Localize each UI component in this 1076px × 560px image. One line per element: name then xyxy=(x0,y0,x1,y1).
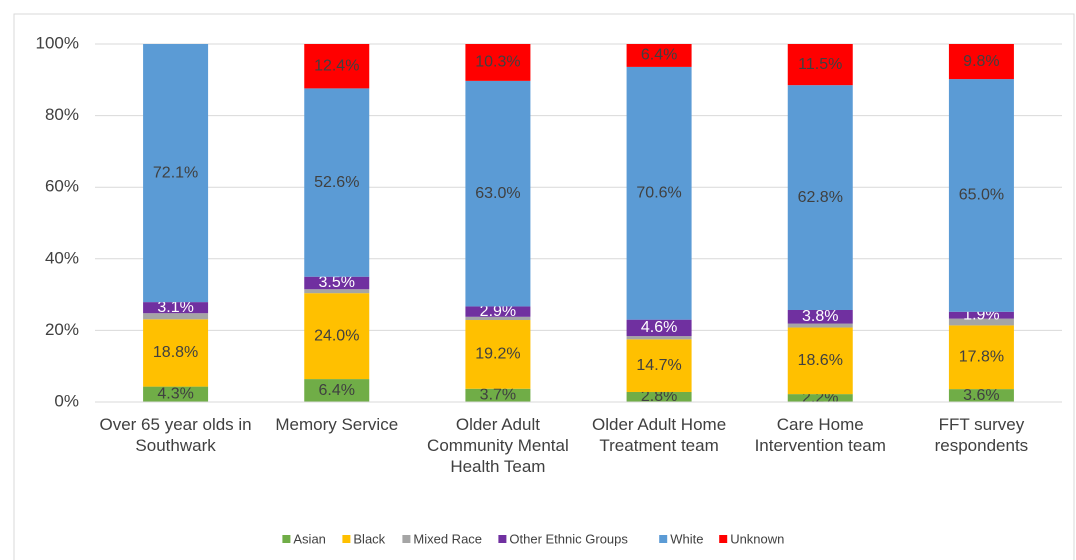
data-label: 3.6% xyxy=(963,387,999,404)
legend-swatch xyxy=(342,535,351,543)
data-label: 18.6% xyxy=(798,352,843,369)
bar-segment xyxy=(143,302,209,314)
bar-segment xyxy=(948,44,1014,80)
y-tick-label: 20% xyxy=(45,320,79,339)
bar-segment xyxy=(465,80,531,307)
data-label: 6.4% xyxy=(641,47,677,64)
bar-segment xyxy=(787,85,853,310)
data-label: 19.2% xyxy=(475,346,520,363)
data-label: 18.8% xyxy=(153,344,198,361)
legend-swatch xyxy=(282,535,291,543)
bar-segment xyxy=(465,316,531,321)
x-tick-label: FFT survey respondents xyxy=(934,415,1029,455)
bar-segment xyxy=(304,276,370,290)
data-label: 24.0% xyxy=(314,327,359,344)
data-label: 4.6% xyxy=(641,319,677,336)
bar-segment xyxy=(304,88,370,277)
data-label: 52.6% xyxy=(314,174,359,191)
bar-segment xyxy=(787,323,853,328)
bar-segment xyxy=(626,391,692,402)
legend-swatch xyxy=(402,535,411,543)
x-tick-label: Care Home Intervention team xyxy=(754,415,886,455)
legend-label: Black xyxy=(353,531,385,546)
x-tick-label: Older Adult Home Treatment team xyxy=(591,415,727,455)
bar-segment xyxy=(465,388,531,402)
data-label: 9.8% xyxy=(963,53,999,70)
bar-segment xyxy=(143,319,209,387)
x-tick-label: Older Adult Community Mental Health Team xyxy=(427,415,569,476)
bar-segment xyxy=(465,44,531,81)
chart-border xyxy=(13,13,1075,560)
bar-segment xyxy=(787,327,853,395)
legend-label: Asian xyxy=(293,531,326,546)
x-tick-label: Over 65 year olds in Southwark xyxy=(99,415,252,455)
data-label: 70.6% xyxy=(636,185,681,202)
data-label: 72.1% xyxy=(153,164,198,181)
bar-segment xyxy=(626,339,692,392)
bar-segment xyxy=(304,379,370,402)
legend-label: White xyxy=(670,531,703,546)
bar-segment xyxy=(143,44,209,303)
data-label: 11.5% xyxy=(798,56,842,73)
legend-label: Unknown xyxy=(730,531,784,546)
bar-segment xyxy=(626,336,692,340)
y-tick-label: 80% xyxy=(45,105,79,124)
y-tick-label: 0% xyxy=(54,391,79,410)
y-tick-label: 100% xyxy=(36,33,79,52)
data-label: 2.8% xyxy=(641,388,677,405)
data-label: 3.1% xyxy=(157,299,193,316)
bar-segment xyxy=(626,319,692,337)
data-label: 6.4% xyxy=(319,382,355,399)
legend-label: Other Ethnic Groups xyxy=(509,531,628,546)
bar-segment xyxy=(787,44,853,86)
bar-segment xyxy=(787,309,853,324)
bar-segment xyxy=(304,293,370,380)
data-label: 17.8% xyxy=(959,348,1004,365)
data-label: 65.0% xyxy=(959,187,1004,204)
data-label: 12.4% xyxy=(314,57,359,74)
data-label: 3.7% xyxy=(480,387,516,404)
bar-segment xyxy=(948,79,1014,312)
bar-segment xyxy=(143,313,209,320)
bar-segment xyxy=(626,44,692,67)
bar-segment xyxy=(948,325,1014,390)
bar-segment xyxy=(465,320,531,389)
y-tick-label: 40% xyxy=(45,248,79,267)
bar-segment xyxy=(948,311,1014,319)
bar-segment xyxy=(465,306,531,317)
data-label: 4.3% xyxy=(157,386,193,403)
y-tick-label: 60% xyxy=(45,177,79,196)
legend-swatch xyxy=(719,535,728,543)
data-label: 63.0% xyxy=(475,185,520,202)
bar-segment xyxy=(626,66,692,320)
legend-label: Mixed Race xyxy=(413,531,482,546)
legend-swatch xyxy=(498,535,507,543)
bar-segment xyxy=(304,44,370,89)
data-label: 3.8% xyxy=(802,308,838,325)
data-label: 3.5% xyxy=(319,274,355,291)
x-tick-label: Memory Service xyxy=(275,415,399,434)
bar-segment xyxy=(787,394,853,402)
legend-swatch xyxy=(659,535,668,543)
data-label: 62.8% xyxy=(798,189,843,206)
data-label: 10.3% xyxy=(475,54,520,71)
bar-segment xyxy=(143,386,209,402)
bar-segment xyxy=(948,389,1014,402)
bar-segment xyxy=(948,318,1014,326)
bar-segment xyxy=(304,289,370,294)
data-label: 2.9% xyxy=(480,303,516,320)
data-label: 14.7% xyxy=(636,357,681,374)
